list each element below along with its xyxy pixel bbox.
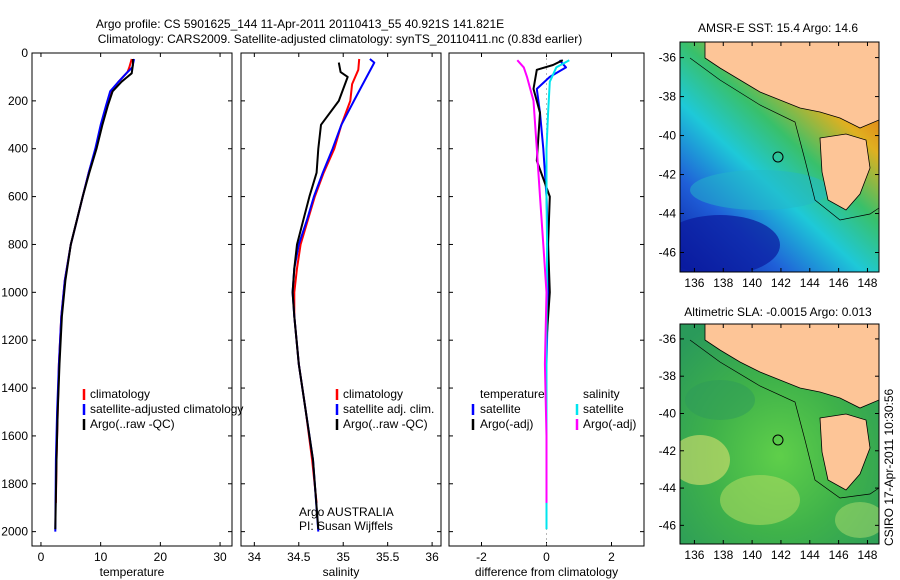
legend-entry: Argo(-adj) — [480, 417, 533, 431]
map-x-tick-label: 148 — [857, 548, 877, 562]
legend-entry: satellite — [583, 402, 624, 416]
series-line-temperature-satellite — [535, 59, 567, 508]
x-tick-label: 30 — [213, 550, 227, 564]
x-tick-label: -2 — [476, 550, 487, 564]
legend-entry: Argo(..raw -QC) — [90, 417, 175, 431]
series-line-argo-raw-qc- — [54, 59, 134, 530]
map-x-tick-label: 138 — [713, 276, 733, 290]
legend-entry: Argo(..raw -QC) — [343, 417, 428, 431]
sla-map-title: Altimetric SLA: -0.0015 Argo: 0.013 — [684, 305, 872, 319]
legend-entry: temperature — [480, 387, 545, 401]
y-tick-label: 600 — [8, 190, 28, 204]
series-line-climatology — [293, 58, 361, 504]
legend-entry: satellite — [480, 402, 521, 416]
map-x-tick-label: 142 — [771, 276, 791, 290]
x-tick-label: 0 — [38, 550, 45, 564]
depth-contour — [689, 57, 879, 221]
map-x-tick-label: 146 — [829, 276, 849, 290]
mainland-land-2 — [704, 324, 879, 409]
legend-entry: satellite-adjusted climatology — [90, 402, 243, 416]
map-x-tick-label: 144 — [800, 548, 820, 562]
x-axis-label: difference from climatology — [475, 565, 618, 579]
map-x-tick-label: 136 — [684, 276, 704, 290]
timestamp-label: CSIRO 17-Apr-2011 10:30:56 — [882, 388, 896, 546]
y-tick-label: 1800 — [1, 477, 28, 491]
map-y-tick-label: -46 — [659, 246, 677, 260]
map-x-tick-label: 144 — [800, 276, 820, 290]
y-tick-label: 2000 — [1, 525, 28, 539]
x-axis-label: salinity — [323, 565, 360, 579]
mainland-land — [704, 42, 879, 129]
sst-map-title: AMSR-E SST: 15.4 Argo: 14.6 — [698, 21, 858, 35]
map-y-tick-label: -46 — [659, 518, 677, 532]
map-x-tick-label: 140 — [742, 276, 762, 290]
map-y-tick-label: -42 — [659, 444, 677, 458]
series-line-satellite-adjusted-climatology — [54, 58, 136, 532]
legend-entry: climatology — [343, 387, 403, 401]
x-tick-label: 20 — [154, 550, 168, 564]
series-line-satellite-adj-clim- — [291, 58, 376, 532]
x-tick-label: 35.5 — [376, 550, 400, 564]
map-x-tick-label: 140 — [742, 548, 762, 562]
y-tick-label: 800 — [8, 237, 28, 251]
x-tick-label: 34.5 — [287, 550, 311, 564]
y-tick-label: 1200 — [1, 333, 28, 347]
sla-map — [680, 324, 879, 544]
legend-entry: satellite adj. clim. — [343, 402, 434, 416]
series-line-argo-raw-qc- — [291, 62, 349, 530]
map-x-tick-label: 148 — [857, 276, 877, 290]
x-tick-label: 10 — [94, 550, 108, 564]
map-y-tick-label: -38 — [659, 369, 677, 383]
chart-title-line1: Argo profile: CS 5901625_144 11-Apr-2011… — [96, 17, 504, 31]
tasmania-land-2 — [819, 413, 871, 491]
x-tick-label: 2 — [608, 550, 615, 564]
legend-entry: climatology — [90, 387, 150, 401]
map-y-tick-label: -40 — [659, 129, 677, 143]
salinity-panel: 34 34.5 35 35.5 36 salinity climatologysatelli… — [240, 52, 442, 579]
argo-location-marker-2 — [772, 434, 784, 446]
y-tick-label: 1600 — [1, 429, 28, 443]
legend-entry: salinity — [583, 387, 620, 401]
plot-frame — [240, 52, 442, 547]
map-x-tick-label: 142 — [771, 548, 791, 562]
map-y-tick-label: -40 — [659, 406, 677, 420]
series-line-salinity-argo-adj- — [516, 59, 548, 503]
map-x-tick-label: 138 — [713, 548, 733, 562]
plot-frame — [31, 52, 233, 547]
tasmania-land — [819, 133, 871, 211]
annotation-text: Argo AUSTRALIA — [299, 505, 394, 519]
x-axis-label: temperature — [100, 565, 165, 579]
map-y-tick-label: -36 — [659, 51, 677, 65]
x-tick-label: 34 — [248, 550, 262, 564]
y-tick-label: 1000 — [1, 285, 28, 299]
map-y-tick-label: -36 — [659, 332, 677, 346]
annotation-text: PI: Susan Wijffels — [299, 519, 393, 533]
map-y-tick-label: -38 — [659, 90, 677, 104]
chart-title-line2: Climatology: CARS2009. Satellite-adjuste… — [98, 32, 582, 46]
series-line-salinity-satellite — [545, 59, 570, 530]
map-x-tick-label: 146 — [829, 548, 849, 562]
x-tick-label: 36 — [425, 550, 439, 564]
x-tick-label: 0 — [543, 550, 550, 564]
map-y-tick-label: -42 — [659, 168, 677, 182]
series-line-climatology — [54, 58, 133, 503]
y-tick-label: 0 — [21, 46, 28, 60]
x-tick-label: 35 — [337, 550, 351, 564]
y-tick-label: 400 — [8, 142, 28, 156]
y-tick-label: 200 — [8, 94, 28, 108]
legend-entry: Argo(-adj) — [583, 417, 636, 431]
map-y-tick-label: -44 — [659, 207, 677, 221]
map-x-tick-label: 136 — [684, 548, 704, 562]
sst-map — [680, 42, 879, 272]
y-tick-label: 1400 — [1, 381, 28, 395]
map-y-tick-label: -44 — [659, 481, 677, 495]
depth-contour-2 — [689, 339, 879, 499]
temperature-panel: 0 200 400 600 800 1000 1200 1400 1600 1800 2000 0 10… — [1, 46, 243, 579]
argo-location-marker — [772, 151, 784, 163]
